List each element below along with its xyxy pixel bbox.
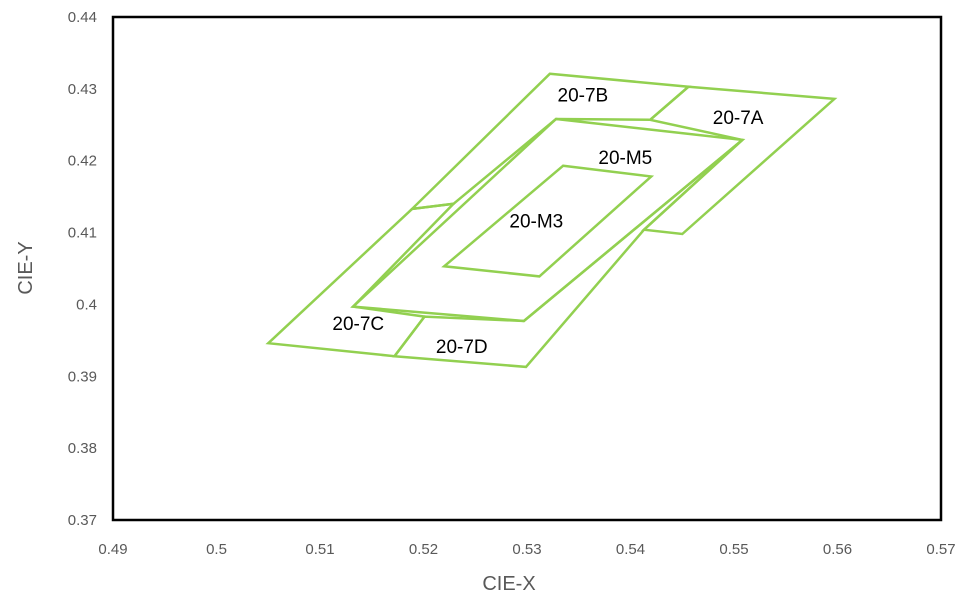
region-label-20-7b: 20-7B bbox=[558, 86, 609, 107]
bin-regions bbox=[265, 72, 838, 369]
y-axis-ticks: 0.37 0.38 0.39 0.4 0.41 0.42 0.43 0.44 bbox=[68, 9, 97, 529]
region-label-20-m3: 20-M3 bbox=[509, 211, 563, 232]
region-label-20-7d: 20-7D bbox=[436, 337, 488, 358]
x-axis-title: CIE-X bbox=[482, 573, 535, 595]
y-tick-label: 0.41 bbox=[68, 225, 97, 242]
x-axis-ticks: 0.49 0.5 0.51 0.52 0.53 0.54 0.55 0.56 0.57 bbox=[98, 541, 955, 558]
x-tick-label: 0.53 bbox=[512, 541, 541, 558]
y-tick-label: 0.39 bbox=[68, 368, 97, 385]
y-tick-label: 0.38 bbox=[68, 440, 97, 457]
region-20-m3 bbox=[441, 164, 655, 278]
y-tick-label: 0.44 bbox=[68, 9, 97, 26]
plot-frame bbox=[111, 15, 943, 522]
x-tick-label: 0.52 bbox=[409, 541, 438, 558]
x-tick-label: 0.55 bbox=[719, 541, 748, 558]
region-20-m5 bbox=[350, 117, 746, 323]
y-tick-label: 0.4 bbox=[76, 296, 97, 313]
x-tick-label: 0.5 bbox=[206, 541, 227, 558]
region-label-20-m5: 20-M5 bbox=[598, 148, 652, 169]
region-label-20-7c: 20-7C bbox=[332, 314, 384, 335]
y-tick-label: 0.37 bbox=[68, 512, 97, 529]
x-tick-label: 0.57 bbox=[926, 541, 955, 558]
x-tick-label: 0.51 bbox=[305, 541, 334, 558]
x-tick-label: 0.49 bbox=[98, 541, 127, 558]
y-tick-label: 0.43 bbox=[68, 81, 97, 98]
x-tick-label: 0.54 bbox=[616, 541, 645, 558]
region-labels: 20-7B 20-7A 20-M5 20-M3 20-7C 20-7D bbox=[332, 86, 764, 358]
y-axis-title: CIE-Y bbox=[15, 241, 37, 294]
x-tick-label: 0.56 bbox=[823, 541, 852, 558]
y-tick-label: 0.42 bbox=[68, 153, 97, 170]
region-label-20-7a: 20-7A bbox=[713, 108, 764, 129]
